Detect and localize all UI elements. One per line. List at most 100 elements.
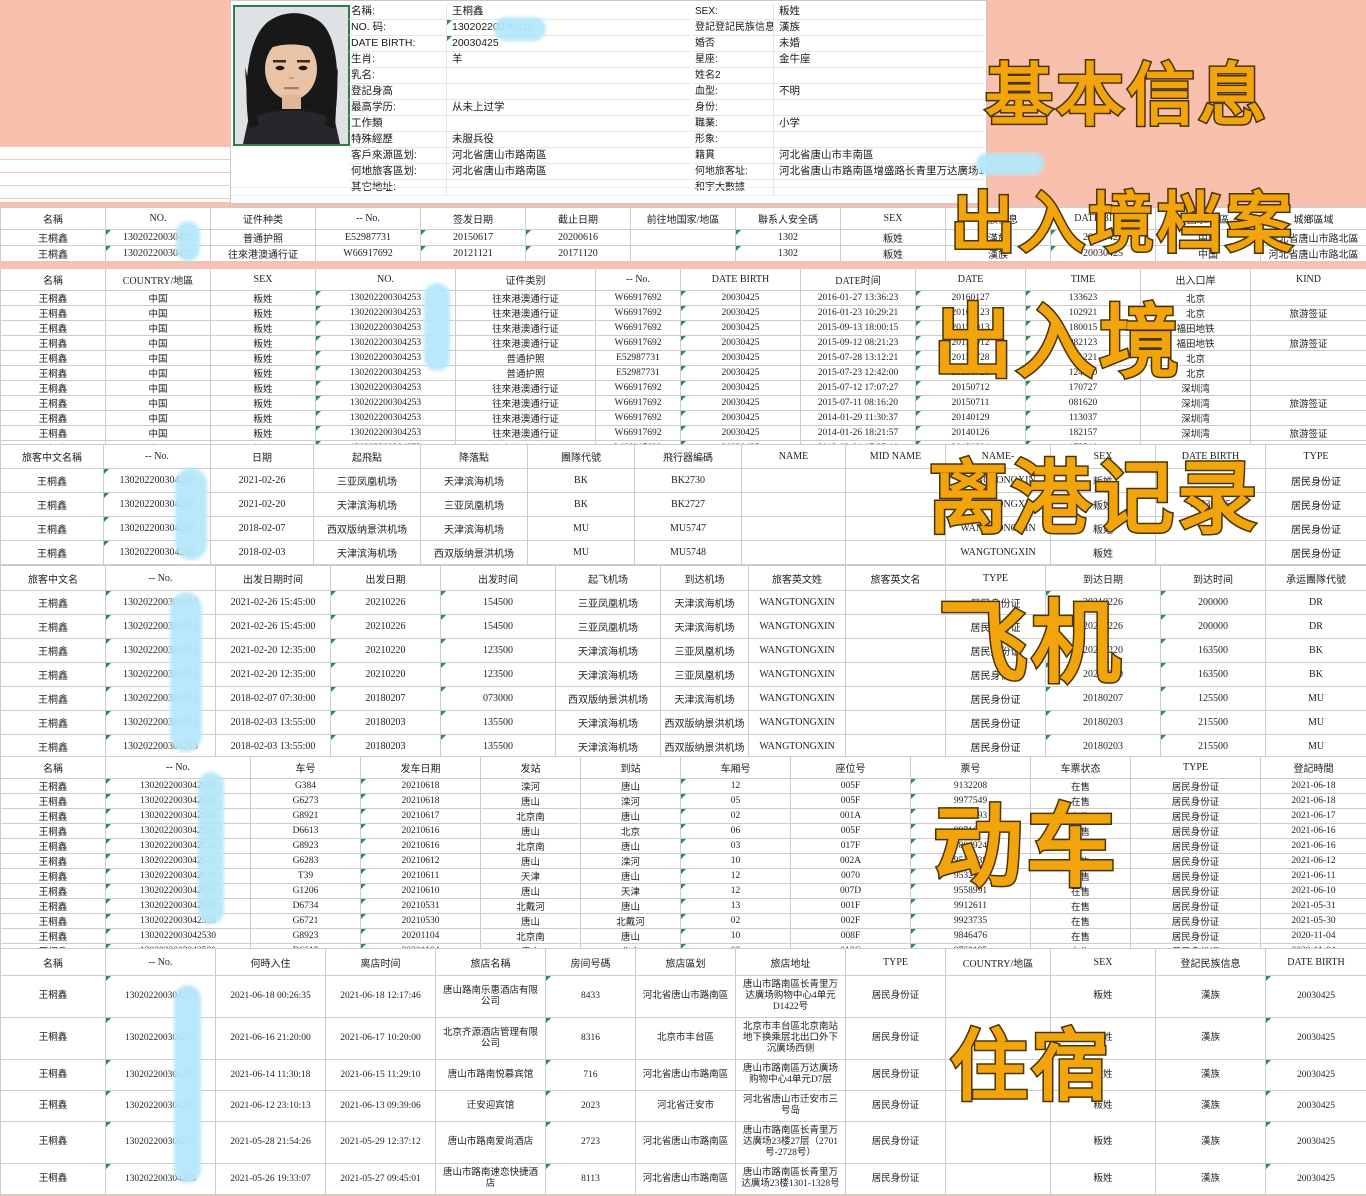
cell[interactable]: 2021-06-18 00:26:35	[215, 975, 326, 1018]
cell[interactable]: 20030425	[1265, 1017, 1366, 1060]
cell[interactable]: 20200616	[525, 229, 631, 246]
column-header[interactable]: NAME	[741, 444, 846, 469]
cell[interactable]: W66917692	[595, 410, 681, 426]
cell[interactable]: 粄姓	[1050, 1163, 1156, 1195]
cell[interactable]: 002F	[790, 913, 911, 929]
cell[interactable]	[845, 734, 946, 759]
cell[interactable]: 2018-02-03	[210, 540, 314, 565]
cell[interactable]: G8921	[250, 808, 361, 824]
cell[interactable]: 河北省唐山市路北區	[1260, 245, 1366, 262]
cell[interactable]: 20210531	[360, 898, 481, 914]
cell[interactable]: 20210220	[330, 662, 441, 687]
cell[interactable]: 130202200304253	[315, 410, 456, 426]
cell[interactable]: 2021-05-30	[1260, 913, 1366, 929]
column-header[interactable]: -- No.	[315, 207, 421, 230]
cell[interactable]: 130202200304253	[315, 380, 456, 396]
column-header[interactable]: TIME	[1025, 268, 1141, 291]
field-value-cell[interactable]: 粄姓	[773, 4, 984, 19]
cell[interactable]: 9846476	[910, 928, 1031, 944]
column-header[interactable]: 车厢号	[680, 756, 791, 779]
cell[interactable]: 漢族	[1155, 1059, 1266, 1091]
cell[interactable]: 居民身份证	[845, 1163, 946, 1195]
cell[interactable]	[1250, 290, 1366, 306]
field-value-cell[interactable]: 漢族	[773, 20, 984, 35]
column-header[interactable]: 发站	[480, 756, 581, 779]
cell[interactable]: 2018-02-07	[210, 516, 314, 541]
column-header[interactable]: 出入口岸	[1140, 268, 1251, 291]
cell[interactable]: G8923	[250, 838, 361, 854]
cell[interactable]: 154500	[440, 614, 556, 639]
column-header[interactable]: SEX	[840, 207, 946, 230]
cell[interactable]: 西双版纳景洪机场	[555, 686, 661, 711]
cell[interactable]: 2018-02-07 07:30:00	[215, 686, 331, 711]
cell[interactable]	[1250, 410, 1366, 426]
cell[interactable]: 河北省唐山市路南區	[635, 975, 736, 1018]
column-header[interactable]: 证件种类	[210, 207, 316, 230]
cell[interactable]: W66917692	[315, 245, 421, 262]
cell[interactable]: G6721	[250, 913, 361, 929]
cell[interactable]: 王桐鑫	[0, 868, 106, 884]
cell[interactable]: 20030425	[680, 305, 801, 321]
cell[interactable]: 天津滨海机场	[555, 710, 661, 735]
cell[interactable]: 滦河	[580, 853, 681, 869]
cell[interactable]	[1250, 380, 1366, 396]
cell[interactable]: 20030425	[680, 425, 801, 441]
cell[interactable]: BK	[1265, 638, 1366, 663]
cell[interactable]: 20030425	[680, 320, 801, 336]
cell[interactable]: 居民身份证	[1130, 913, 1261, 929]
cell[interactable]: MU5747	[634, 516, 742, 541]
cell[interactable]: 1302022003042530	[105, 838, 251, 854]
cell[interactable]: 居民身份证	[1130, 808, 1261, 824]
cell[interactable]: 王桐鑫	[0, 793, 106, 809]
cell[interactable]: 2021-05-29 12:37:12	[325, 1121, 436, 1164]
cell[interactable]: 001F	[790, 898, 911, 914]
cell[interactable]	[1155, 516, 1266, 541]
cell[interactable]: 05	[680, 793, 791, 809]
cell[interactable]: 居民身份证	[845, 1121, 946, 1164]
cell[interactable]: 三亚凤凰机场	[660, 638, 749, 663]
cell[interactable]: 王桐鑫	[0, 975, 106, 1018]
cell[interactable]: 唐山	[480, 793, 581, 809]
cell[interactable]: 居民身份证	[945, 662, 1046, 687]
cell[interactable]: 2016-01-27 13:36:23	[800, 290, 916, 306]
cell[interactable]: 2018-02-03 13:55:00	[215, 734, 331, 759]
column-header[interactable]: 起飞机场	[555, 565, 661, 591]
column-header[interactable]: 何時入住	[215, 948, 326, 976]
cell[interactable]: MU	[1265, 686, 1366, 711]
cell[interactable]: 王桐鑫	[0, 734, 106, 759]
cell[interactable]: 粄姓	[210, 365, 316, 381]
cell[interactable]	[845, 686, 946, 711]
cell[interactable]: 粄姓	[210, 395, 316, 411]
cell[interactable]: 182157	[1025, 425, 1141, 441]
cell[interactable]: 唐山	[480, 913, 581, 929]
column-header[interactable]: 到达时间	[1160, 565, 1266, 591]
cell[interactable]: 王桐鑫	[0, 710, 106, 735]
cell[interactable]: 20030425	[1265, 1163, 1366, 1195]
cell[interactable]: 06	[680, 823, 791, 839]
cell[interactable]: 粄姓	[1050, 468, 1156, 493]
column-header[interactable]: 名稱	[0, 756, 106, 779]
cell[interactable]: 20210610	[360, 883, 481, 899]
cell[interactable]: 2018-02-03 13:55:00	[215, 710, 331, 735]
cell[interactable]: 粄姓	[1050, 975, 1156, 1018]
cell[interactable]: 王桐鑫	[0, 229, 106, 246]
cell[interactable]: 粄姓	[210, 305, 316, 321]
cell[interactable]: 002A	[790, 853, 911, 869]
cell[interactable]: 王桐鑫	[0, 913, 106, 929]
cell[interactable]: 王桐鑫	[0, 516, 104, 541]
cell[interactable]: D6734	[250, 898, 361, 914]
cell[interactable]: 居民身份证	[1265, 492, 1366, 517]
cell[interactable]: 天津滨海机场	[660, 686, 749, 711]
column-header[interactable]: 旅客中文名稱	[0, 444, 104, 469]
cell[interactable]: 粄姓	[1050, 516, 1156, 541]
cell[interactable]: 2021-02-26	[210, 468, 314, 493]
cell[interactable]: 天津滨海机场	[555, 662, 661, 687]
column-header[interactable]: 到达日期	[1045, 565, 1161, 591]
cell[interactable]	[945, 1121, 1051, 1164]
cell[interactable]: 漢族	[1155, 975, 1266, 1018]
cell[interactable]: 2021-02-20	[210, 492, 314, 517]
cell[interactable]: 1302022003042530	[105, 853, 251, 869]
cell[interactable]: 王桐鑫	[0, 1090, 106, 1122]
cell[interactable]: 2021-06-12 23:10:13	[215, 1090, 326, 1122]
cell[interactable]: 唐山市路南悦慕宾馆	[435, 1059, 546, 1091]
